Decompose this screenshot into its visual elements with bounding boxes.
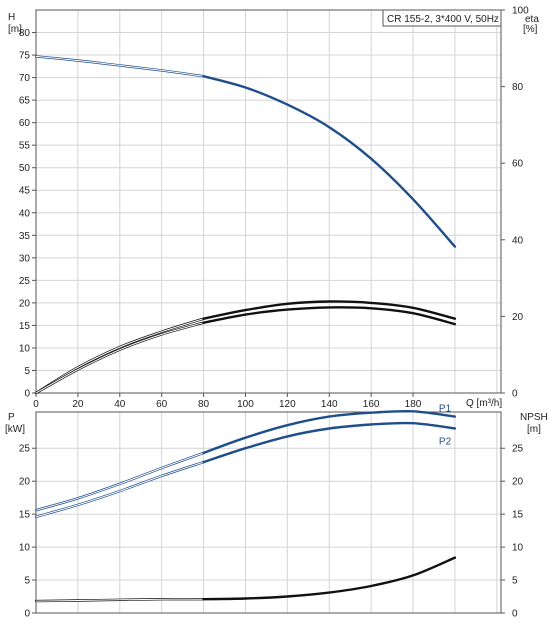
power-tick-label: 10 [19,543,31,554]
x-tick-label: 60 [156,399,168,410]
x-tick-label: 0 [33,399,39,410]
eta-tick-label: 100 [512,6,529,17]
bottom-panel-series: P1 P2 [34,404,457,603]
efficiency-curve-upper-thin-core [35,318,205,394]
efficiency-curve-lower-thin-core [35,322,205,394]
pump-legend-box [382,9,502,27]
head-tick-label: 45 [19,186,31,197]
power-tick-label: 15 [19,510,31,521]
npsh-tick-label: 20 [512,477,524,488]
npsh-curve-line [202,556,457,601]
bottom-panel-ticks: 0 5 10 15 20 25 0 5 10 15 20 25 [19,444,524,620]
x-tick-label: 140 [321,399,338,410]
x-tick-label: 160 [363,399,380,410]
pump-legend-text: CR 155-2, 3*400 V, 50Hz [387,14,499,25]
npsh-tick-label: 0 [512,609,518,620]
bottom-panel-frame [35,411,502,614]
eta-axis-label: eta [525,14,539,25]
npsh-tick-label: 5 [512,576,518,587]
head-tick-label: 10 [19,343,31,354]
head-tick-label: 30 [19,253,31,264]
p2-series-label: P2 [439,436,452,447]
npsh-axis-unit: [m] [527,424,541,435]
npsh-tick-label: 25 [512,444,524,455]
efficiency-curve-upper-line [202,300,457,320]
npsh-tick-label: 10 [512,543,524,554]
power-tick-label: 0 [24,609,30,620]
head-axis-label: H [8,12,15,23]
head-tick-label: 35 [19,231,31,242]
x-tick-label: 180 [405,399,422,410]
p2-power-curve-line [202,421,457,464]
top-panel-ticks: 0 20 40 60 80 100 120 140 160 180 0 5 10 15 20 25 30 35 40… [19,6,529,411]
head-tick-label: 15 [19,321,31,332]
npsh-axis-label: NPSH [520,412,548,423]
npsh-tick-label: 15 [512,510,524,521]
eta-tick-label: 80 [512,82,524,93]
power-tick-label: 20 [19,477,31,488]
p2-power-curve-thin-core [35,461,205,518]
head-curve-thin-core [35,55,205,77]
head-axis-unit: [m] [8,24,22,35]
x-tick-label: 40 [114,399,126,410]
power-tick-label: 25 [19,444,31,455]
x-tick-label: 120 [279,399,296,410]
eta-tick-label: 20 [512,312,524,323]
eta-axis-unit: [%] [523,24,538,35]
head-tick-label: 20 [19,298,31,309]
p1-power-curve-thin-core [35,452,205,511]
efficiency-curve-lower-line [202,306,457,326]
head-tick-label: 5 [24,366,30,377]
x-tick-label: 100 [237,399,254,410]
top-panel-series [34,55,457,395]
head-tick-label: 50 [19,163,31,174]
flow-axis-label: Q [m³/h] [466,398,502,409]
x-tick-label: 20 [72,399,84,410]
head-tick-label: 70 [19,73,31,84]
head-tick-label: 55 [19,141,31,152]
head-tick-label: 60 [19,118,31,129]
head-tick-label: 65 [19,96,31,107]
head-tick-label: 25 [19,276,31,287]
eta-tick-label: 60 [512,159,524,170]
p1-power-curve-line [202,409,457,455]
top-panel-frame [35,9,502,394]
power-tick-label: 5 [24,576,30,587]
p1-series-label: P1 [439,404,452,415]
head-curve-line [202,75,457,248]
power-axis-label: P [8,412,15,423]
head-tick-label: 0 [24,389,30,400]
eta-tick-label: 40 [512,235,524,246]
head-tick-label: 75 [19,51,31,62]
head-tick-label: 80 [19,28,31,39]
head-tick-label: 40 [19,208,31,219]
power-axis-unit: [kW] [5,424,25,435]
npsh-curve-thin-core [35,598,205,602]
x-tick-label: 80 [198,399,210,410]
eta-tick-label: 0 [512,389,518,400]
